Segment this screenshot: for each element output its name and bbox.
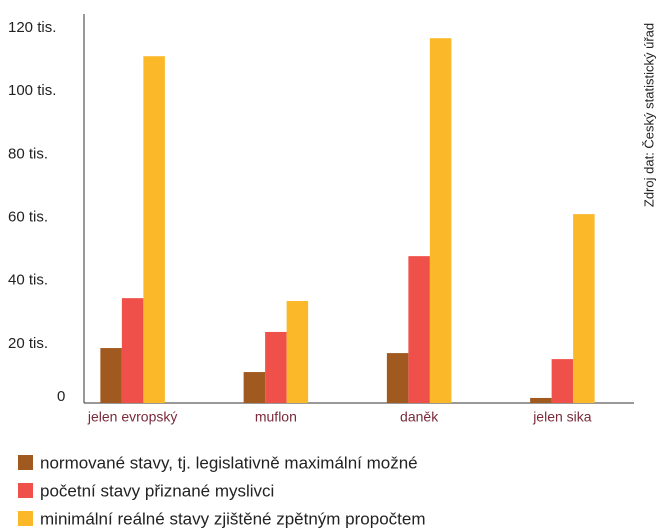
bar xyxy=(143,56,165,404)
bar xyxy=(121,298,144,403)
bar xyxy=(530,397,552,403)
y-tick-label: 20 tis. xyxy=(8,335,48,352)
legend-swatch xyxy=(18,455,33,470)
y-tick-label: 0 xyxy=(57,388,65,405)
bar xyxy=(386,353,409,403)
legend-label: normované stavy, tj. legislativně maximá… xyxy=(40,453,418,472)
x-tick-label: jelen evropský xyxy=(87,409,178,425)
bar xyxy=(408,256,430,403)
legend-label: početní stavy přiznané myslivci xyxy=(40,481,274,500)
legend-label: minimální reálné stavy zjištěné zpětným … xyxy=(40,509,426,528)
x-tick-label: jelen sika xyxy=(532,409,592,425)
bar xyxy=(573,214,595,403)
bar xyxy=(243,372,266,403)
bar xyxy=(265,331,287,403)
x-tick-label: daněk xyxy=(400,409,439,425)
bar xyxy=(286,300,309,403)
y-tick-label: 100 tis. xyxy=(8,82,56,99)
y-tick-label: 60 tis. xyxy=(8,208,48,225)
bar xyxy=(429,38,452,404)
y-tick-label: 80 tis. xyxy=(8,145,48,162)
source: Zdroj dat: Český statistický úřad xyxy=(641,23,656,207)
legend-swatch xyxy=(18,483,33,498)
bar xyxy=(100,348,122,403)
legend-swatch xyxy=(18,511,33,526)
y-tick-label: 120 tis. xyxy=(8,19,56,36)
x-tick-label: muflon xyxy=(255,409,297,425)
y-tick-label: 40 tis. xyxy=(8,272,48,289)
bar xyxy=(551,359,574,403)
